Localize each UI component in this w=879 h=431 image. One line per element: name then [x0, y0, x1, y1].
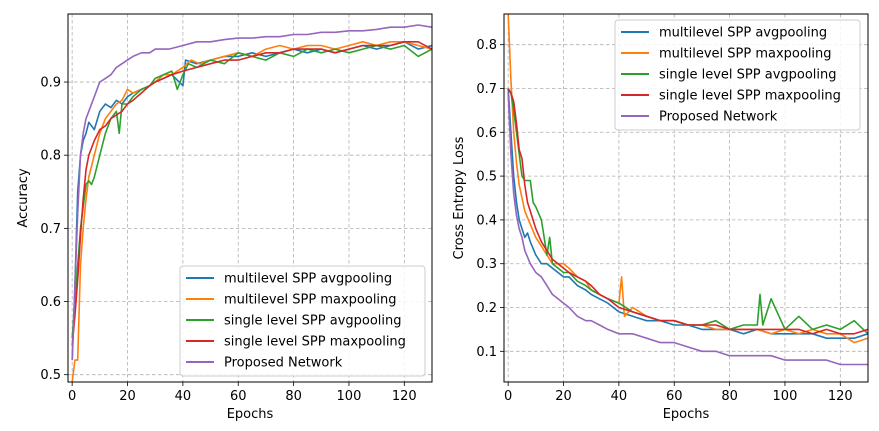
accuracy-legend-entry: single level SPP avgpooling — [224, 314, 402, 329]
loss-legend-entry: multilevel SPP maxpooling — [659, 47, 832, 62]
accuracy-x-tick-label: 20 — [119, 389, 136, 404]
loss-series-line-3 — [507, 88, 868, 335]
loss-y-tick-label: 0.8 — [476, 38, 497, 53]
accuracy-legend-box — [179, 265, 426, 377]
accuracy-y-tick-label: 0.9 — [40, 76, 61, 91]
loss-x-axis-label: Epochs — [663, 407, 710, 422]
loss-series-line-0 — [507, 88, 868, 340]
loss-y-tick-label: 0.5 — [476, 170, 497, 185]
loss-legend-box — [614, 19, 861, 131]
loss-x-tick-label: 0 — [504, 389, 512, 404]
accuracy-x-tick-label: 100 — [337, 389, 362, 404]
accuracy-x-tick-label: 80 — [285, 389, 302, 404]
accuracy-y-tick-label: 0.7 — [40, 222, 61, 237]
loss-ticks: 0 20 40 60 80 100 120 0.1 0.2 0.3 0.4 0.5 0.6 0.7 0.8 — [476, 38, 852, 404]
accuracy-series — [71, 24, 432, 382]
accuracy-plot-frame — [67, 13, 433, 383]
loss-x-tick-label: 80 — [721, 389, 738, 404]
accuracy-y-tick-label: 0.5 — [40, 368, 61, 383]
accuracy-x-tick-label: 60 — [230, 389, 247, 404]
loss-x-tick-label: 20 — [555, 389, 572, 404]
accuracy-series-line-2 — [71, 44, 432, 339]
loss-legend-entry: multilevel SPP avgpooling — [659, 26, 827, 41]
loss-series — [507, 14, 868, 366]
accuracy-x-axis-label: Epochs — [227, 407, 274, 422]
accuracy-legend: multilevel SPP avgpooling multilevel SPP … — [179, 265, 426, 377]
loss-x-tick-label: 100 — [773, 389, 798, 404]
accuracy-series-line-1 — [71, 40, 432, 382]
loss-legend-entry: Proposed Network — [659, 110, 778, 125]
loss-y-tick-label: 0.7 — [476, 82, 497, 97]
loss-series-line-4 — [507, 92, 868, 366]
loss-y-tick-label: 0.1 — [476, 345, 497, 360]
accuracy-legend-entry: multilevel SPP maxpooling — [224, 293, 397, 308]
loss-x-tick-label: 120 — [828, 389, 853, 404]
loss-legend: multilevel SPP avgpooling multilevel SPP … — [614, 19, 861, 131]
accuracy-legend-entry: multilevel SPP avgpooling — [224, 272, 392, 287]
loss-y-tick-label: 0.4 — [476, 213, 497, 228]
accuracy-y-tick-label: 0.6 — [40, 295, 61, 310]
accuracy-ticks: 0 20 40 60 80 100 120 0.5 0.6 0.7 0.8 0.9 — [40, 76, 416, 404]
accuracy-x-tick-label: 40 — [175, 389, 192, 404]
loss-y-tick-label: 0.3 — [476, 257, 497, 272]
accuracy-chart: 0 20 40 60 80 100 120 0.5 0.6 0.7 0.8 0.9 Epochs Ac… — [16, 13, 433, 422]
loss-legend-entry: single level SPP avgpooling — [659, 68, 837, 83]
accuracy-x-tick-label: 0 — [68, 389, 76, 404]
loss-x-tick-label: 40 — [611, 389, 628, 404]
accuracy-series-line-3 — [71, 40, 432, 346]
accuracy-y-tick-label: 0.8 — [40, 149, 61, 164]
accuracy-x-tick-label: 120 — [392, 389, 417, 404]
loss-plot-frame — [503, 13, 869, 383]
loss-y-tick-label: 0.6 — [476, 126, 497, 141]
loss-legend-entry: single level SPP maxpooling — [659, 89, 841, 104]
loss-chart: 0 20 40 60 80 100 1200.10.20.30.40.50.60.70.8 … — [452, 13, 869, 422]
accuracy-series-line-4 — [71, 24, 432, 361]
accuracy-legend-entry: Proposed Network — [224, 356, 343, 371]
accuracy-y-axis-label: Accuracy — [16, 168, 31, 228]
loss-x-tick-label: 60 — [666, 389, 683, 404]
accuracy-legend-entry: single level SPP maxpooling — [224, 335, 406, 350]
loss-y-axis-label: Cross Entropy Loss — [452, 136, 467, 259]
loss-y-tick-label: 0.2 — [476, 301, 497, 316]
